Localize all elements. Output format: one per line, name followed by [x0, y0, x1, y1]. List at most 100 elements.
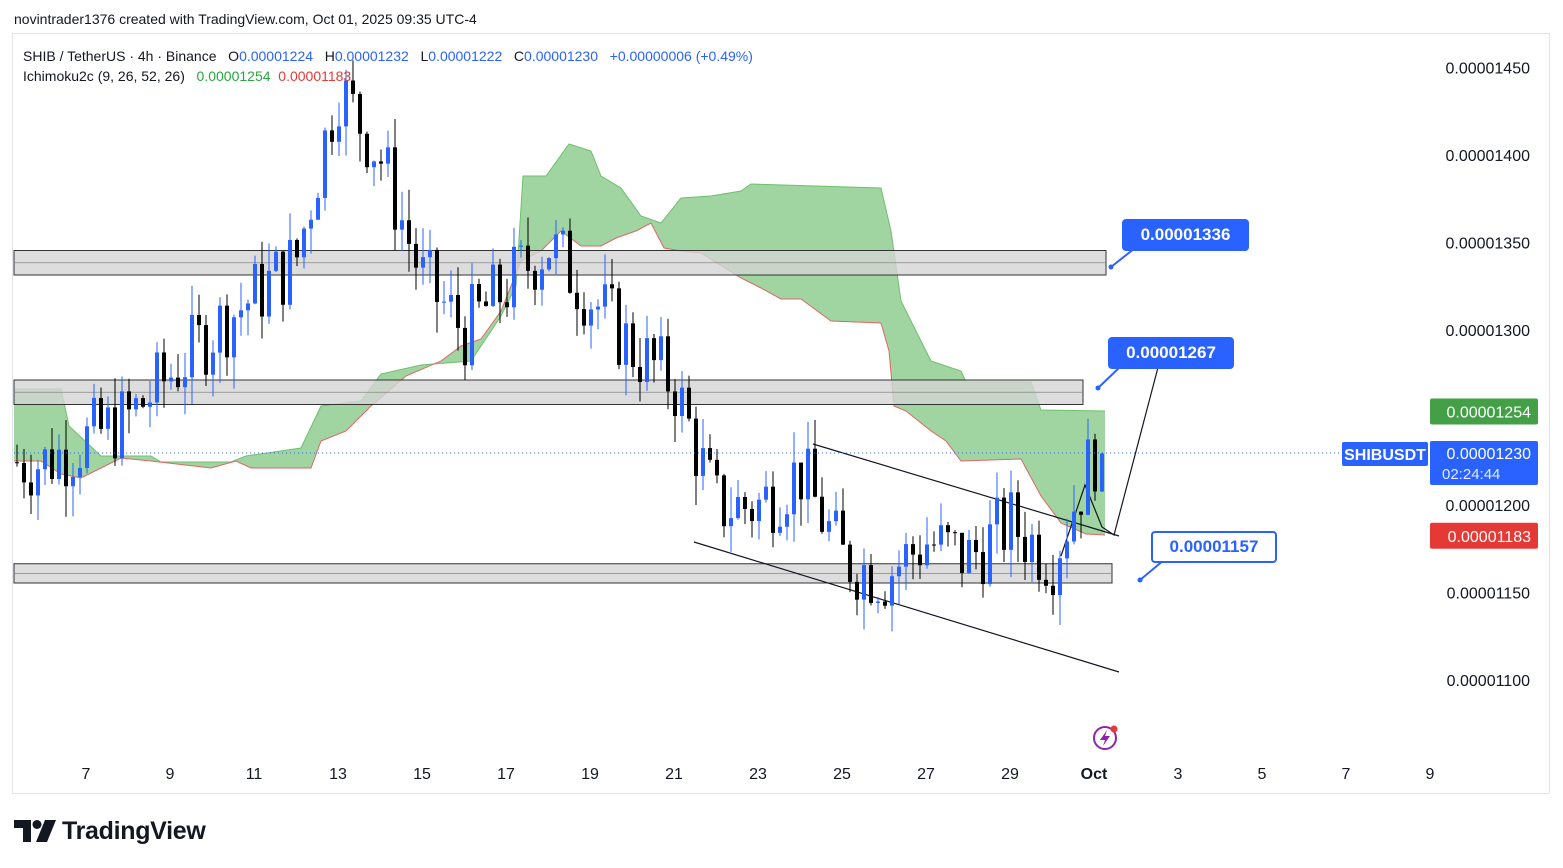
- candle-body: [365, 133, 369, 168]
- candle: [897, 550, 901, 605]
- candle-body: [687, 387, 691, 419]
- candle-body: [967, 539, 971, 574]
- symbol-tag-text: SHIBUSDT: [1344, 447, 1426, 464]
- candle: [813, 419, 817, 498]
- candle: [575, 269, 579, 336]
- lightning-icon: [1093, 725, 1118, 750]
- candle-body: [841, 510, 845, 545]
- candle: [477, 278, 481, 308]
- callout-text: 0.00001336: [1141, 225, 1231, 244]
- price-tick-label: 0.00001350: [1445, 236, 1530, 253]
- candle: [1016, 480, 1020, 562]
- candle-body: [407, 220, 411, 244]
- candle-body: [701, 448, 705, 476]
- candle-body: [1030, 534, 1034, 562]
- candle: [1023, 511, 1027, 581]
- price-tick-label: 0.00001400: [1445, 148, 1530, 165]
- candle: [631, 312, 635, 378]
- candle: [904, 532, 908, 590]
- candle-body: [519, 245, 523, 247]
- candle: [757, 492, 761, 540]
- change-value: +0.00000006 (+0.49%): [609, 48, 753, 64]
- candle-body: [204, 325, 208, 375]
- candle-body: [834, 510, 838, 522]
- candle-body: [141, 398, 145, 407]
- candle-body: [960, 532, 964, 574]
- candle-body: [1086, 439, 1090, 515]
- candle: [246, 299, 250, 336]
- channel-upper-line: [812, 443, 1120, 537]
- candle-body: [869, 565, 873, 603]
- candle: [218, 297, 222, 383]
- time-tick-label: 7: [82, 766, 91, 783]
- candle: [603, 254, 607, 319]
- candle-body: [183, 377, 187, 388]
- candle-body: [729, 518, 733, 527]
- price-callout-target-high: 0.00001336: [1108, 219, 1249, 270]
- candle-body: [547, 258, 551, 270]
- callout-box: [1122, 219, 1249, 251]
- close-label: C: [513, 48, 525, 64]
- candle-body: [1023, 536, 1027, 562]
- cloud-span-a: [14, 143, 1106, 463]
- price-chart[interactable]: 0.00001336 0.00001267 0.00001157 0.0000145…: [13, 34, 1549, 793]
- candle: [988, 500, 992, 587]
- time-tick-label: 13: [329, 766, 347, 783]
- candle: [1037, 520, 1041, 592]
- candle: [939, 503, 943, 551]
- candle: [547, 257, 551, 272]
- candle: [561, 227, 565, 248]
- candle-body: [197, 314, 201, 326]
- candle: [197, 294, 201, 343]
- candle: [806, 421, 810, 523]
- candle-body: [470, 284, 474, 366]
- candle: [743, 492, 747, 525]
- candle: [841, 488, 845, 546]
- candle: [967, 529, 971, 574]
- candle-body: [645, 338, 649, 382]
- candle-body: [1051, 585, 1055, 596]
- candle-body: [652, 338, 656, 361]
- candle-body: [316, 197, 320, 220]
- candle-body: [1079, 511, 1083, 515]
- candle: [239, 282, 243, 336]
- time-tick-label: 29: [1001, 766, 1019, 783]
- candle: [736, 479, 740, 520]
- candle: [652, 333, 656, 383]
- candle: [155, 342, 159, 417]
- candle-body: [876, 601, 880, 603]
- chart-panel[interactable]: 0.00001336 0.00001267 0.00001157 0.0000145…: [12, 33, 1550, 794]
- candle-body: [330, 130, 334, 142]
- indicator-row: Ichimoku2c (9, 26, 52, 26) 0.00001254 0.…: [23, 66, 753, 86]
- candlesticks: [15, 60, 1104, 632]
- indicator-value-1: 0.00001254: [196, 68, 271, 84]
- candle-body: [715, 459, 719, 476]
- candle-body: [512, 246, 516, 308]
- candle-body: [134, 398, 138, 410]
- candle-body: [1065, 541, 1069, 559]
- candle-body: [995, 497, 999, 525]
- candle: [358, 91, 362, 162]
- candle-body: [890, 576, 894, 606]
- channel-lower-line: [693, 541, 1120, 673]
- candle: [309, 210, 313, 254]
- candle-body: [288, 239, 292, 305]
- candle-body: [344, 80, 348, 127]
- candle: [274, 246, 278, 273]
- candle: [659, 317, 663, 371]
- candle: [120, 376, 124, 466]
- indicator-name[interactable]: Ichimoku2c (9, 26, 52, 26): [23, 68, 185, 84]
- candle: [526, 217, 530, 289]
- candle-body: [400, 220, 404, 230]
- candle: [1079, 511, 1083, 539]
- candle-body: [428, 249, 432, 258]
- candle-body: [974, 539, 978, 553]
- candle-body: [610, 284, 614, 289]
- tradingview-logo[interactable]: TradingView: [14, 816, 206, 846]
- candle: [589, 302, 593, 349]
- candle-body: [78, 467, 82, 478]
- symbol-label[interactable]: SHIB / TetherUS · 4h · Binance: [23, 48, 217, 64]
- candle: [848, 540, 852, 593]
- candle-body: [92, 397, 96, 427]
- candle-body: [393, 147, 397, 230]
